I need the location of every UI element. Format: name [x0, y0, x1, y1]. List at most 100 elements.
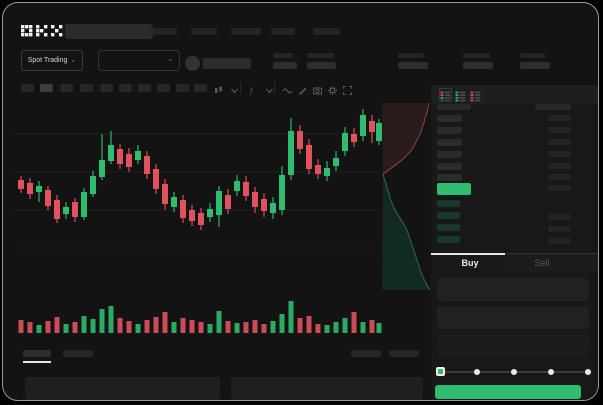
nav-item-placeholder[interactable]: [151, 28, 177, 35]
candle-chart-icon[interactable]: [213, 83, 224, 94]
ask-row-price[interactable]: [437, 163, 462, 170]
candle: [189, 205, 195, 226]
timeframe-button[interactable]: [119, 84, 132, 92]
timeframe-button[interactable]: [60, 84, 73, 92]
nav-item-placeholder[interactable]: [271, 28, 295, 35]
camera-icon[interactable]: [312, 83, 323, 95]
orderbook-view-bids-icon[interactable]: [455, 89, 466, 102]
candle: [144, 151, 150, 179]
volume-bar: [126, 321, 132, 333]
slider-handle[interactable]: [436, 367, 445, 376]
bottom-input-panel[interactable]: [231, 377, 423, 400]
bid-row-price[interactable]: [437, 224, 460, 231]
ask-row-price[interactable]: [437, 151, 462, 158]
slider-step-dot[interactable]: [474, 369, 480, 375]
tab-sell[interactable]: Sell: [534, 258, 550, 268]
orderbook-view-asks-icon[interactable]: [470, 89, 481, 102]
stat-value-placeholder: [463, 62, 493, 69]
expand-icon[interactable]: [342, 83, 353, 95]
nav-item-placeholder[interactable]: [313, 28, 340, 35]
volume-bar: [180, 318, 186, 333]
order-form-field[interactable]: [437, 306, 589, 329]
bottom-action-button[interactable]: [389, 350, 419, 357]
bottom-tab[interactable]: [63, 350, 93, 357]
indicator-fx-icon[interactable]: ƒ: [248, 83, 259, 96]
candle: [333, 151, 339, 171]
timeframe-button[interactable]: [21, 84, 34, 92]
timeframe-button[interactable]: [40, 84, 53, 92]
timeframe-button[interactable]: [138, 84, 151, 92]
order-form-field[interactable]: [437, 334, 589, 356]
candle: [90, 171, 96, 197]
volume-bar: [54, 317, 60, 333]
okx-logo: [21, 25, 63, 37]
ask-row-price[interactable]: [437, 139, 462, 146]
timeframe-button[interactable]: [176, 84, 189, 92]
candle: [243, 176, 249, 201]
candle: [108, 131, 114, 164]
volume-bar: [261, 324, 267, 333]
line-wave-icon[interactable]: [282, 83, 293, 94]
nav-item-placeholder[interactable]: [191, 28, 217, 35]
ask-row-amount: [548, 127, 571, 133]
volume-bar: [90, 319, 96, 333]
volume-bar: [252, 320, 258, 333]
search-input[interactable]: [65, 24, 153, 39]
last-price-badge[interactable]: [437, 183, 471, 195]
candle: [342, 127, 348, 156]
stat-label-placeholder: [463, 53, 490, 58]
bid-row-price[interactable]: [437, 236, 460, 243]
timeframe-button[interactable]: [100, 84, 113, 92]
tab-buy[interactable]: Buy: [461, 258, 479, 268]
candle: [288, 118, 294, 180]
stat-value-placeholder: [398, 62, 428, 69]
timeframe-button[interactable]: [80, 84, 93, 92]
ask-row-amount: [548, 174, 571, 180]
pair-selector-dropdown[interactable]: ⌄: [98, 50, 180, 71]
candle: [252, 187, 258, 213]
chevron-down-icon[interactable]: [229, 83, 240, 94]
timeframe-button[interactable]: [194, 84, 207, 92]
slider-step-dot[interactable]: [548, 369, 554, 375]
toolbar-divider: [240, 82, 241, 94]
stat-label-placeholder: [520, 53, 545, 58]
ask-row-price[interactable]: [437, 174, 462, 181]
volume-bar: [108, 306, 114, 333]
orderbook-view-both-icon[interactable]: [439, 88, 452, 102]
slider-step-dot[interactable]: [511, 369, 517, 375]
volume-bar: [99, 309, 105, 333]
bottom-input-panel[interactable]: [25, 377, 220, 400]
ask-row-price[interactable]: [437, 115, 462, 122]
slider-step-dot[interactable]: [585, 369, 591, 375]
stat-value-placeholder: [520, 62, 550, 69]
volume-bar: [63, 324, 69, 333]
bid-row-price[interactable]: [437, 200, 460, 207]
nav-item-placeholder[interactable]: [231, 28, 261, 35]
ask-row-amount: [548, 151, 571, 157]
bid-row-amount: [548, 238, 571, 244]
ask-row-amount: [548, 115, 571, 121]
volume-bar: [207, 324, 213, 333]
orderbook-toolbar-bg: [431, 85, 598, 104]
buy-submit-button[interactable]: [435, 385, 581, 399]
ask-row-price[interactable]: [437, 127, 462, 134]
chevron-down-icon: ⌄: [70, 57, 77, 64]
gear-icon[interactable]: [327, 83, 338, 95]
bid-row-price[interactable]: [437, 212, 460, 219]
chevron-down-icon[interactable]: [264, 83, 275, 94]
volume-bar: [243, 322, 249, 333]
bottom-action-button[interactable]: [351, 350, 381, 357]
volume-bar: [162, 312, 168, 333]
volume-bar: [36, 325, 42, 333]
bottom-tab[interactable]: [23, 350, 51, 357]
volume-bar: [216, 311, 222, 333]
candle: [180, 195, 186, 223]
pencil-icon[interactable]: [297, 83, 308, 95]
stat-label-placeholder: [273, 53, 293, 58]
volume-bar: [270, 321, 276, 333]
market-type-dropdown[interactable]: Spot Trading ⌄: [21, 50, 83, 71]
order-form-field[interactable]: [437, 278, 589, 301]
volume-bar: [18, 320, 24, 333]
timeframe-button[interactable]: [157, 84, 170, 92]
bottom-tab-active-indicator: [23, 361, 51, 363]
